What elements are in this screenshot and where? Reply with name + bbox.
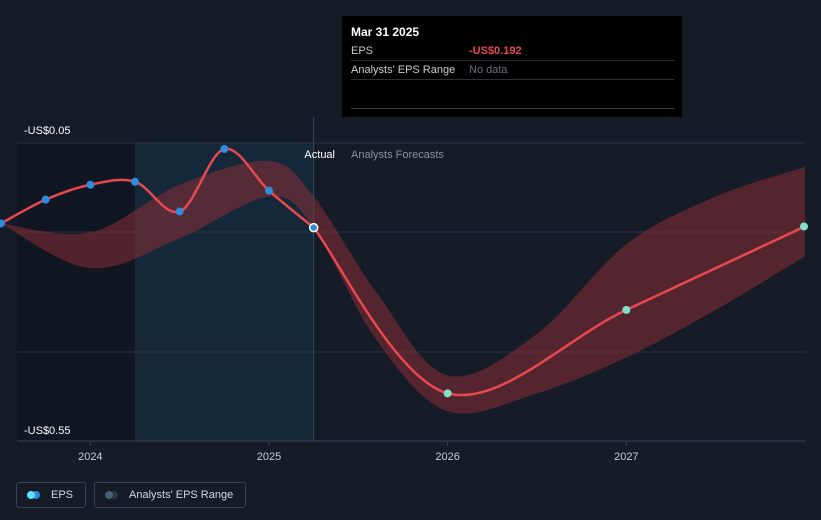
x-tick-label: 2024: [78, 451, 102, 463]
eps-point[interactable]: [0, 219, 5, 228]
eps-legend-dot-back: [32, 491, 40, 499]
eps-range-legend-dot-front: [105, 491, 114, 499]
legend-label-eps: EPS: [51, 489, 74, 501]
tooltip-range-label: Analysts' EPS Range: [351, 64, 456, 76]
eps-point[interactable]: [41, 195, 50, 204]
eps-legend-icon: [27, 491, 43, 499]
legend-item-eps[interactable]: EPS: [16, 482, 87, 508]
eps-forecast-line: [312, 225, 806, 397]
eps-actual-line: [0, 147, 315, 229]
eps-legend-dot-front: [27, 491, 35, 499]
hover-tooltip: Mar 31 2025 EPS -US$0.192 Analysts' EPS …: [342, 16, 682, 117]
y-axis-label-bottom: -US$0.55: [24, 425, 70, 437]
tooltip-range-value: No data: [469, 64, 508, 76]
x-tick-label: 2026: [435, 451, 459, 463]
eps-forecast-point[interactable]: [622, 305, 631, 314]
tooltip-eps-value: -US$0.192: [469, 45, 522, 57]
eps-point[interactable]: [265, 186, 273, 195]
tooltip-date: Mar 31 2025: [351, 25, 420, 39]
eps-point[interactable]: [308, 222, 319, 233]
tooltip-row-eps: EPS -US$0.192: [351, 42, 674, 61]
analysts-eps-range-band: [1, 160, 805, 414]
legend-item-eps-range[interactable]: Analysts' EPS Range: [94, 482, 247, 508]
eps-point[interactable]: [86, 180, 95, 189]
forecast-region-label: Analysts Forecasts: [351, 149, 444, 161]
tooltip-divider: [351, 108, 674, 109]
eps-point[interactable]: [175, 207, 184, 216]
y-axis-label-top: -US$0.05: [24, 125, 70, 137]
eps-point[interactable]: [220, 144, 229, 153]
legend-label-eps-range: Analysts' EPS Range: [129, 489, 234, 501]
eps-range-legend-icon: [105, 491, 121, 499]
x-tick-label: 2025: [257, 451, 281, 463]
eps-forecast-point[interactable]: [800, 222, 808, 231]
x-tick-label: 2027: [614, 451, 638, 463]
tooltip-row-range: Analysts' EPS Range No data: [351, 61, 674, 80]
chart-legend: EPS Analysts' EPS Range: [16, 482, 247, 508]
eps-point[interactable]: [131, 177, 139, 186]
actual-region-label: Actual: [304, 149, 335, 161]
eps-range-legend-dot-back: [110, 491, 119, 499]
tooltip-eps-label: EPS: [351, 45, 374, 57]
eps-forecast-point[interactable]: [443, 389, 452, 398]
